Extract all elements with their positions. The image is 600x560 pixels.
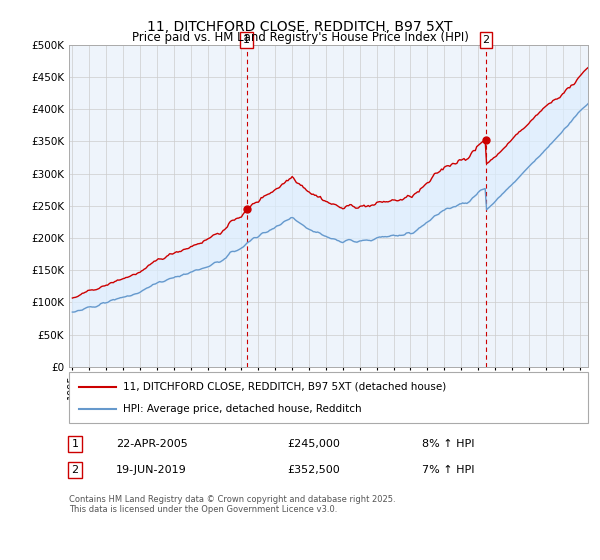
- Text: 11, DITCHFORD CLOSE, REDDITCH, B97 5XT (detached house): 11, DITCHFORD CLOSE, REDDITCH, B97 5XT (…: [124, 381, 447, 391]
- Text: 19-JUN-2019: 19-JUN-2019: [116, 465, 187, 475]
- Text: 1: 1: [243, 35, 250, 45]
- FancyBboxPatch shape: [69, 372, 588, 423]
- Text: £245,000: £245,000: [287, 439, 340, 449]
- Text: 11, DITCHFORD CLOSE, REDDITCH, B97 5XT: 11, DITCHFORD CLOSE, REDDITCH, B97 5XT: [147, 20, 453, 34]
- Text: 8% ↑ HPI: 8% ↑ HPI: [422, 439, 475, 449]
- Text: 2: 2: [71, 465, 79, 475]
- Text: HPI: Average price, detached house, Redditch: HPI: Average price, detached house, Redd…: [124, 404, 362, 414]
- Text: 22-APR-2005: 22-APR-2005: [116, 439, 187, 449]
- Text: £352,500: £352,500: [287, 465, 340, 475]
- Text: Price paid vs. HM Land Registry's House Price Index (HPI): Price paid vs. HM Land Registry's House …: [131, 31, 469, 44]
- Text: 2: 2: [482, 35, 490, 45]
- Text: 1: 1: [71, 439, 79, 449]
- Text: 7% ↑ HPI: 7% ↑ HPI: [422, 465, 475, 475]
- Text: Contains HM Land Registry data © Crown copyright and database right 2025.
This d: Contains HM Land Registry data © Crown c…: [69, 495, 395, 515]
